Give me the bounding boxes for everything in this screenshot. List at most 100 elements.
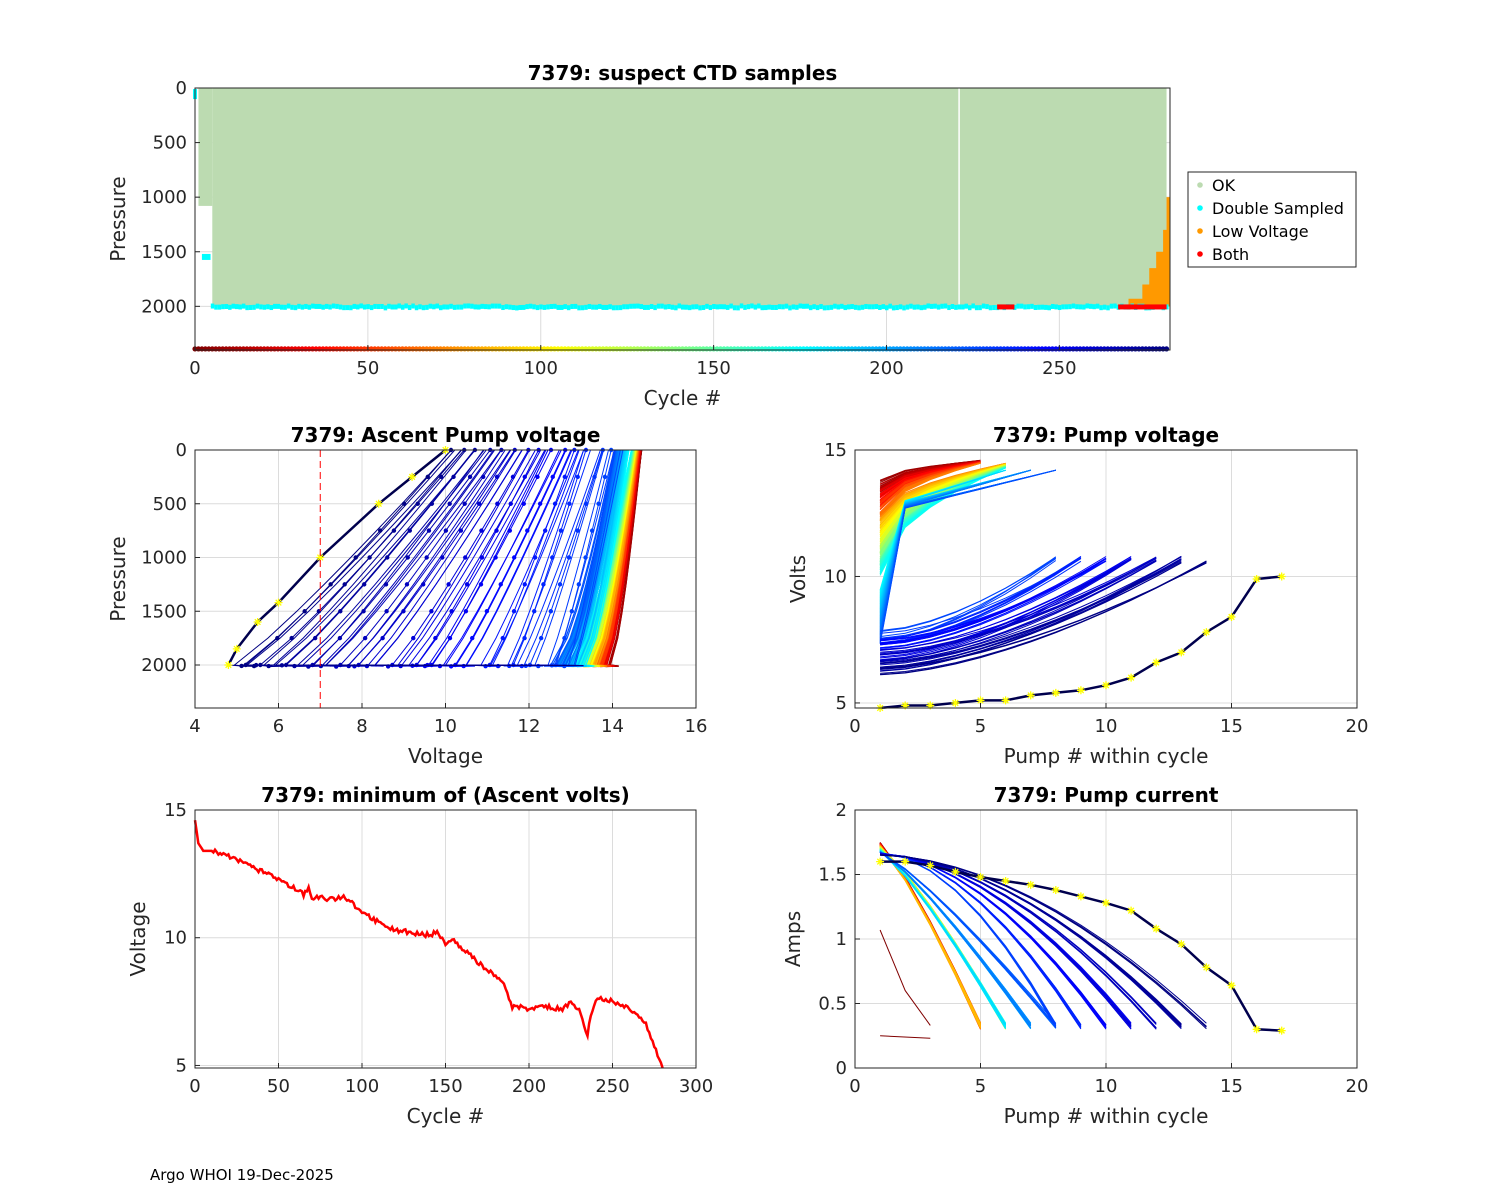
double-sampled-point <box>784 303 789 309</box>
cycle-pump-voltage <box>880 555 1182 669</box>
latest-cycle-marker <box>1051 688 1060 697</box>
profile-sample <box>567 501 572 506</box>
double-sampled-point <box>421 305 426 311</box>
double-sampled-point <box>767 304 771 310</box>
x-tick-label: 250 <box>1042 358 1076 379</box>
double-sampled-point <box>732 305 737 311</box>
profile-sample <box>602 474 608 480</box>
double-sampled-point <box>470 303 474 309</box>
legend-marker <box>1197 182 1203 188</box>
cycle-pump-voltage <box>880 560 1207 675</box>
double-sampled-point <box>646 304 650 310</box>
y-tick-label: 1 <box>836 929 847 950</box>
cycle-pump-voltage <box>880 560 1157 662</box>
double-sampled-point <box>539 304 543 310</box>
double-sampled-point <box>916 304 920 310</box>
double-sampled-point <box>1030 303 1034 309</box>
double-sampled-point <box>442 304 446 310</box>
double-sampled-point <box>978 305 982 311</box>
double-sampled-point <box>241 303 246 309</box>
double-sampled-point <box>1078 304 1083 310</box>
legend-label: Both <box>1212 245 1249 264</box>
profile-sample <box>536 663 541 669</box>
latest-cycle-marker <box>1076 892 1085 901</box>
legend-marker <box>1197 205 1203 211</box>
chart-title: 7379: Ascent Pump voltage <box>291 423 601 447</box>
profile-sample <box>596 501 601 506</box>
double-sampled-point <box>722 304 726 310</box>
double-sampled-point <box>366 304 370 310</box>
double-sampled-point <box>1095 303 1100 309</box>
cycle-pump-current <box>880 852 1057 1025</box>
double-sampled-point <box>905 304 910 310</box>
y-axis-label: Voltage <box>126 901 150 976</box>
profile-sample <box>575 528 580 533</box>
profile-sample <box>519 663 524 669</box>
latest-cycle-marker <box>1177 648 1186 657</box>
double-sampled-point <box>387 303 391 309</box>
double-sampled-point <box>1012 305 1017 311</box>
double-sampled-point <box>674 305 678 311</box>
double-sampled-point <box>518 304 522 310</box>
double-sampled-point <box>1037 304 1041 310</box>
double-sampled-point <box>1023 304 1027 310</box>
double-sampled-point <box>248 304 253 310</box>
latest-cycle-marker <box>1252 1025 1261 1034</box>
double-sampled-point <box>238 304 242 310</box>
double-sampled-point <box>622 304 626 310</box>
x-tick-label: 10 <box>434 716 457 737</box>
double-sampled-point <box>290 304 294 310</box>
double-sampled-point <box>300 304 305 310</box>
double-sampled-point <box>362 304 367 310</box>
cycle-pump-voltage <box>880 560 1107 649</box>
profile-sample <box>538 635 544 641</box>
double-sampled-point <box>345 305 350 311</box>
profile-sample <box>495 501 500 506</box>
double-sampled-point <box>407 305 412 311</box>
profile-sample <box>462 501 467 506</box>
double-sampled-point <box>826 305 830 311</box>
y-tick-label: 2 <box>836 800 847 821</box>
double-sampled-point <box>1082 304 1086 310</box>
double-sampled-point <box>1068 304 1072 310</box>
double-sampled-point <box>881 304 886 310</box>
double-sampled-point <box>390 304 395 310</box>
double-sampled-point <box>909 303 913 309</box>
double-sampled-point <box>815 305 820 311</box>
double-sampled-point <box>314 303 319 309</box>
y-axis-label: Volts <box>786 555 810 603</box>
y-tick-label: 1500 <box>141 242 187 263</box>
double-sampled-point <box>1054 304 1058 310</box>
legend-label: Double Sampled <box>1212 199 1344 218</box>
cycle-pump-current <box>880 854 1157 1029</box>
double-sampled-point <box>961 304 965 310</box>
latest-cycle-marker <box>1076 686 1085 695</box>
double-sampled-point <box>228 304 232 310</box>
profile-sample <box>541 582 546 587</box>
latest-cycle-marker <box>1277 572 1286 581</box>
profile-sample <box>494 474 500 480</box>
double-sampled-point <box>795 304 799 310</box>
double-sampled-point <box>497 303 502 309</box>
double-sampled-point <box>1064 304 1069 310</box>
latest-cycle-profile <box>227 449 447 666</box>
x-tick-label: 250 <box>595 1076 629 1097</box>
double-sampled-point <box>1019 303 1024 309</box>
x-tick-label: 4 <box>189 716 200 737</box>
cycle-pump-voltage <box>880 556 1157 651</box>
profile-sample <box>495 663 501 669</box>
double-sampled-point <box>559 304 564 310</box>
double-sampled-point <box>739 303 744 309</box>
double-sampled-point <box>846 304 851 310</box>
profile-sample <box>443 528 449 533</box>
double-sampled-point <box>283 304 287 310</box>
cycle-pump-voltage <box>880 559 1157 655</box>
double-sampled-point <box>802 303 806 309</box>
x-tick-label: 0 <box>189 358 200 379</box>
double-sampled-point <box>701 305 706 311</box>
profile-sample <box>401 501 407 506</box>
y-tick-label: 5 <box>176 1055 187 1076</box>
profile-sample <box>557 582 563 587</box>
double-sampled-point <box>985 304 989 310</box>
profile-sample <box>422 663 428 669</box>
